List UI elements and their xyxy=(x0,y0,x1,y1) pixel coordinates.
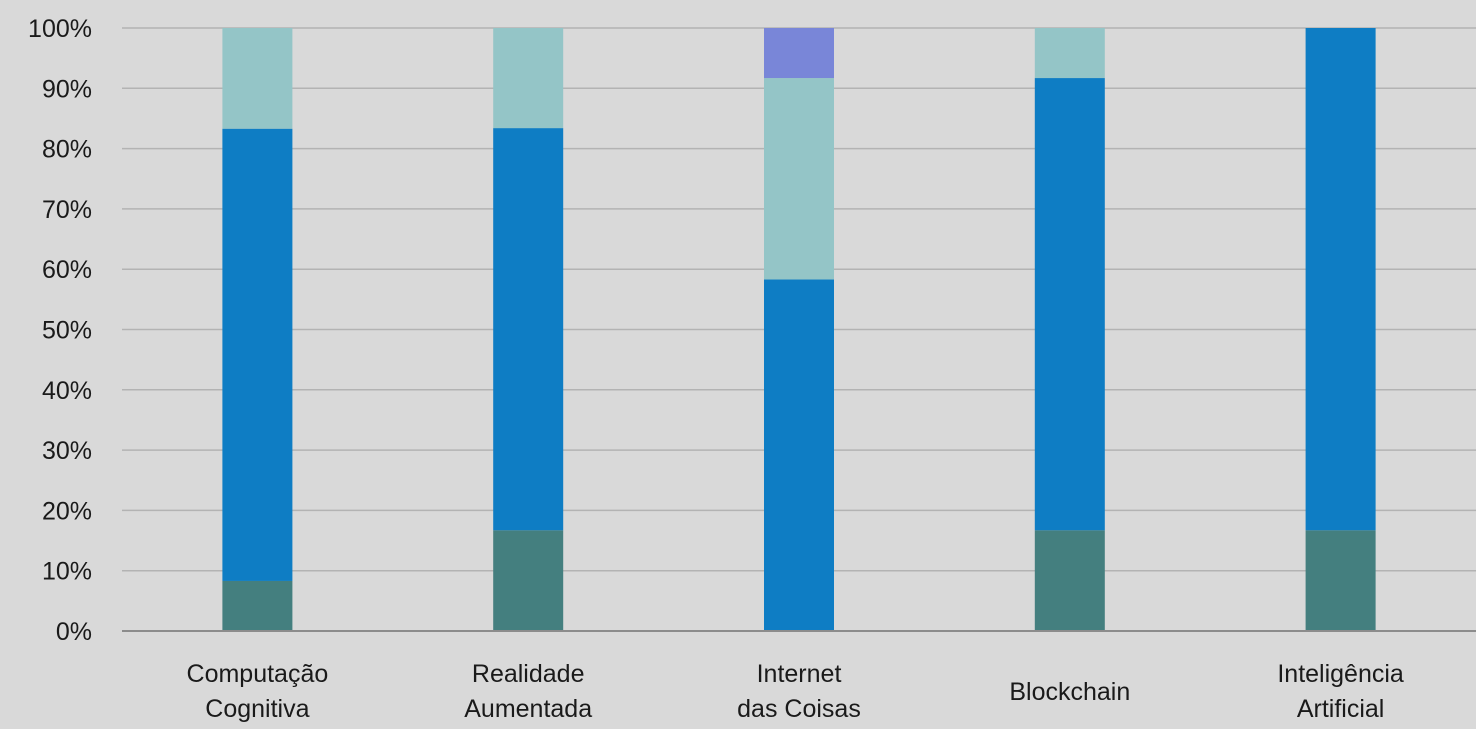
y-tick-label: 0% xyxy=(56,618,92,646)
y-tick-label: 30% xyxy=(42,437,92,465)
y-tick-label: 20% xyxy=(42,497,92,525)
x-tick-labels: Computação Cognitiva Realidade Aumentada Int… xyxy=(187,660,1404,723)
bar-segment-3 xyxy=(222,28,293,129)
bars xyxy=(222,28,1376,631)
y-tick-label: 100% xyxy=(28,15,92,43)
bar-segment-2 xyxy=(1034,78,1105,531)
y-tick-labels: 0% 10% 20% 30% 40% 50% 60% 70% 80% 90% 100% xyxy=(28,15,92,646)
bar-segment-2 xyxy=(493,128,564,531)
y-tick-label: 80% xyxy=(42,136,92,164)
x-tick-label: Computação xyxy=(187,660,329,688)
y-tick-label: 60% xyxy=(42,256,92,284)
bar-segment-1 xyxy=(1305,530,1376,631)
bar-segment-2 xyxy=(764,279,834,631)
x-tick-label: Internet xyxy=(757,660,842,688)
x-tick-label: das Coisas xyxy=(737,695,861,723)
x-tick-label: Artificial xyxy=(1297,695,1385,723)
bar-segment-3 xyxy=(493,28,564,129)
bar-segment-1 xyxy=(1034,530,1105,631)
y-tick-label: 50% xyxy=(42,317,92,345)
y-tick-label: 90% xyxy=(42,75,92,103)
y-tick-label: 10% xyxy=(42,558,92,586)
bar-segment-4 xyxy=(764,28,834,79)
bar-segment-2 xyxy=(1305,28,1376,531)
bar-segment-2 xyxy=(222,128,293,581)
bar-segment-3 xyxy=(764,78,834,280)
y-tick-label: 70% xyxy=(42,196,92,224)
x-tick-label: Cognitiva xyxy=(205,695,309,723)
x-tick-label: Aumentada xyxy=(464,695,592,723)
bar-segment-3 xyxy=(1034,28,1105,79)
x-tick-label: Realidade xyxy=(472,660,585,688)
x-tick-label: Inteligência xyxy=(1277,660,1404,688)
bar-segment-1 xyxy=(222,580,293,631)
bar-segment-1 xyxy=(493,530,564,631)
y-tick-label: 40% xyxy=(42,377,92,405)
x-tick-label: Blockchain xyxy=(1009,678,1130,706)
